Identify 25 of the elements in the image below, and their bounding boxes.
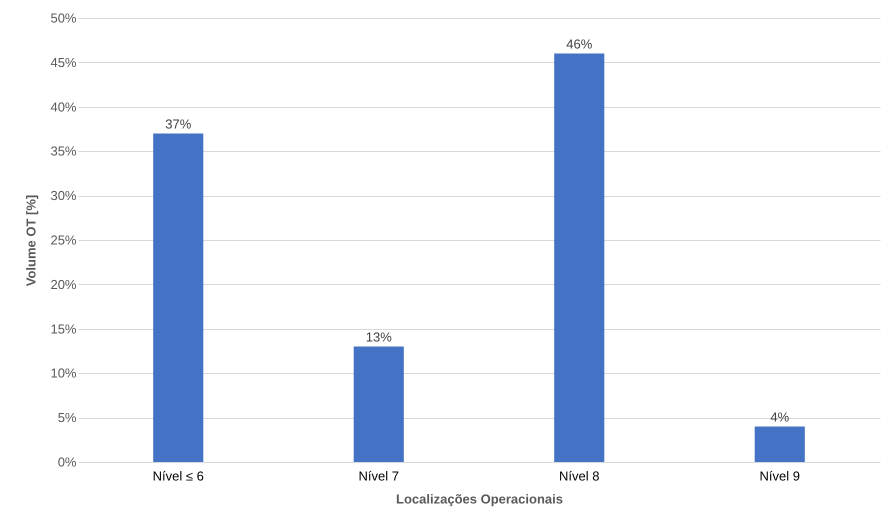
y-tick-label: 30% [50, 188, 77, 204]
y-tick-label: 15% [50, 321, 77, 336]
y-tick-label: 10% [50, 366, 77, 381]
y-tick-label: 25% [50, 232, 77, 248]
x-tick-label: Nível 7 [358, 468, 399, 484]
y-tick-label: 35% [50, 144, 77, 159]
x-tick-label: Nível 8 [559, 468, 600, 484]
bar [354, 346, 404, 462]
x-axis-title: Localizações Operacionais [396, 492, 563, 506]
y-tick-label: 5% [58, 410, 77, 426]
x-tick-label: Nível ≤ 6 [152, 468, 204, 484]
y-tick-label: 50% [50, 10, 77, 26]
x-tick-label: Nível 9 [760, 468, 800, 484]
data-label: 4% [770, 409, 790, 424]
bar [153, 133, 204, 462]
y-tick-label: 40% [50, 99, 77, 114]
data-label: 37% [165, 116, 192, 132]
bar [754, 426, 805, 462]
y-axis-title: Volume OT [%] [23, 194, 38, 286]
y-tick-label: 20% [50, 276, 77, 292]
data-label: 46% [566, 36, 593, 52]
y-tick-label: 0% [58, 454, 77, 470]
data-label: 13% [366, 330, 392, 345]
bar [554, 54, 604, 462]
y-tick-label: 45% [50, 54, 77, 70]
